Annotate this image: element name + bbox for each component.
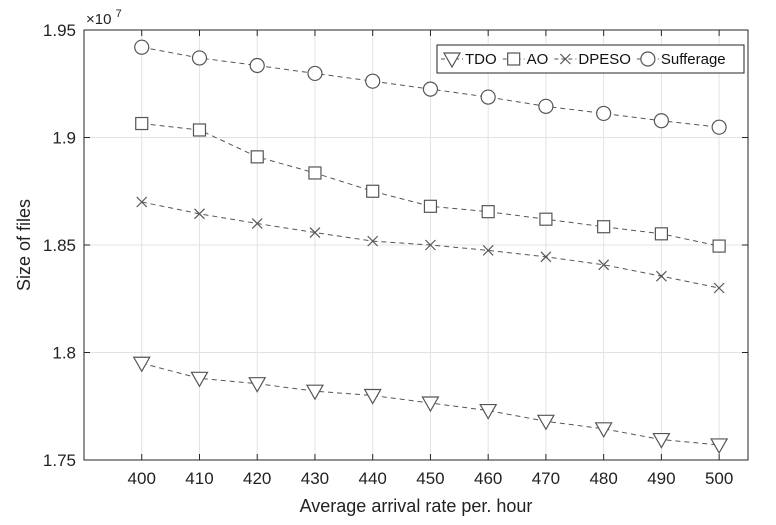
data-point-sufferage [422, 81, 439, 97]
data-point-dpeso [309, 227, 321, 238]
data-point-ao [250, 150, 264, 164]
data-point-dpeso [251, 218, 263, 229]
y-tick-label: 1.85 [43, 236, 76, 255]
data-point-tdo [594, 422, 613, 439]
legend-item-sufferage: Sufferage [636, 51, 726, 68]
legend: TDO AO DPESO Sufferage [436, 44, 745, 74]
data-point-sufferage [134, 39, 150, 55]
legend-item-dpeso: DPESO [554, 51, 631, 68]
legend-label-sufferage: Sufferage [661, 51, 726, 68]
legend-label-tdo: TDO [465, 51, 497, 68]
series-dpeso [136, 196, 725, 294]
data-point-tdo [710, 438, 729, 455]
data-point-ao [308, 166, 322, 180]
data-point-sufferage [249, 57, 265, 74]
y-axis-label: Size of files [14, 199, 34, 291]
legend-marker-sufferage [640, 51, 656, 67]
legend-item-ao: AO [502, 51, 549, 68]
y-axis-exponent-base: ×10 [86, 11, 111, 28]
data-point-dpeso [713, 282, 725, 294]
data-point-sufferage [365, 73, 381, 89]
data-point-tdo [248, 377, 267, 393]
data-point-tdo [305, 384, 324, 401]
legend-marker-ao [507, 52, 521, 66]
x-tick-label: 450 [416, 469, 444, 488]
x-tick-label: 490 [647, 469, 675, 488]
data-point-sufferage [711, 119, 727, 135]
legend-label-ao: AO [527, 51, 549, 68]
x-tick-label: 430 [301, 469, 329, 488]
data-point-tdo [479, 403, 498, 420]
data-point-ao [654, 227, 668, 241]
series-tdo [132, 356, 729, 455]
data-point-ao [135, 116, 149, 131]
data-point-tdo [363, 388, 382, 405]
data-point-tdo [421, 396, 440, 413]
tick-labels: 400 410 420 430 440 450 460 470 480 490 500 1.75 1.8… [43, 21, 733, 488]
data-point-ao [366, 184, 380, 198]
data-point-sufferage [596, 105, 612, 122]
legend-marker-tdo [442, 52, 462, 69]
data-point-dpeso [136, 196, 148, 208]
data-point-dpeso [540, 251, 552, 263]
data-point-ao [712, 239, 726, 253]
y-tick-label: 1.8 [52, 344, 76, 363]
data-point-tdo [190, 371, 209, 388]
series-sufferage [134, 39, 727, 135]
data-point-ao [423, 199, 438, 213]
data-point-sufferage [191, 50, 208, 66]
data-point-ao [597, 220, 611, 234]
data-point-dpeso [367, 235, 379, 247]
x-tick-label: 400 [128, 469, 156, 488]
data-point-tdo [132, 356, 151, 373]
x-tick-label: 480 [589, 469, 617, 488]
data-point-ao [192, 123, 207, 137]
x-axis-label: Average arrival rate per. hour [300, 496, 533, 516]
y-axis-exponent-power: 7 [116, 8, 122, 20]
y-tick-label: 1.75 [43, 451, 76, 470]
x-tick-label: 440 [359, 469, 387, 488]
y-tick-label: 1.9 [52, 129, 76, 148]
legend-marker-dpeso [559, 53, 571, 65]
data-point-sufferage [307, 65, 323, 82]
x-tick-label: 460 [474, 469, 502, 488]
x-tick-label: 470 [532, 469, 560, 488]
y-axis-exponent: ×10 7 [86, 8, 122, 28]
data-point-tdo [536, 414, 555, 431]
x-tick-label: 410 [185, 469, 213, 488]
x-tick-label: 500 [705, 469, 733, 488]
data-point-dpeso [194, 208, 205, 220]
data-point-ao [539, 212, 553, 226]
y-tick-label: 1.95 [43, 21, 76, 40]
series-group [132, 39, 729, 455]
x-tick-label: 420 [243, 469, 271, 488]
legend-label-dpeso: DPESO [578, 51, 631, 68]
data-point-ao [481, 205, 495, 219]
data-point-sufferage [653, 113, 669, 129]
data-point-dpeso [598, 259, 610, 271]
data-point-dpeso [655, 270, 667, 282]
data-point-tdo [652, 432, 671, 449]
data-point-sufferage [480, 89, 496, 105]
data-point-dpeso [482, 244, 494, 256]
legend-item-tdo: TDO [441, 51, 497, 69]
legend-box [436, 44, 745, 74]
data-point-dpeso [425, 239, 436, 251]
series-ao [135, 116, 726, 253]
data-point-sufferage [538, 98, 554, 114]
axes [83, 29, 749, 461]
